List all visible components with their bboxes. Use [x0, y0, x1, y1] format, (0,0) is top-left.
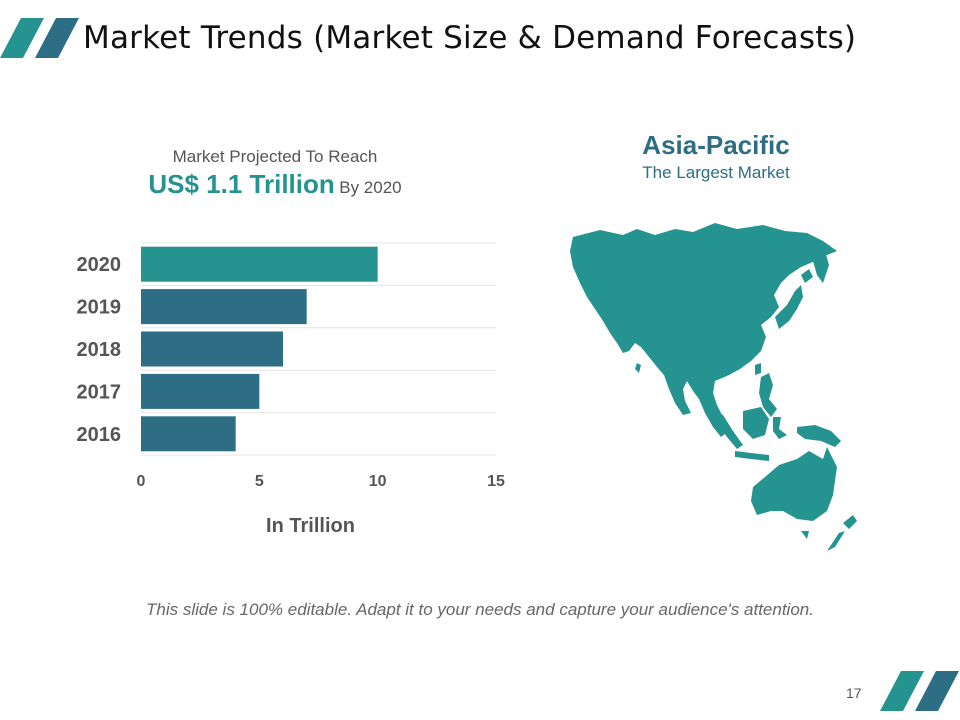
map-region-heading: Asia-Pacific	[642, 130, 790, 160]
x-tick-label: 0	[137, 473, 146, 490]
map-australia	[751, 447, 837, 521]
map-java	[735, 451, 769, 461]
chart-title: US$ 1.1 Trillion By 2020	[140, 169, 410, 200]
map-taiwan	[755, 363, 761, 375]
bar-2016	[141, 416, 236, 452]
map-hokkaido	[801, 269, 813, 283]
map-japan	[775, 285, 803, 329]
chart-subtitle: Market Projected To Reach	[172, 147, 378, 166]
asia-pacific-map	[570, 223, 857, 551]
map-sulawesi	[773, 417, 787, 439]
bar-2019	[141, 289, 307, 325]
map-region-caption: The Largest Market	[642, 163, 790, 182]
map-sri-lanka	[635, 363, 641, 373]
decorative-stripes-top	[0, 18, 79, 58]
category-label: 2020	[77, 254, 122, 276]
x-tick-label: 5	[255, 473, 264, 490]
page-title: Market Trends (Market Size & Demand Fore…	[83, 20, 857, 56]
page-number: 17	[846, 685, 862, 701]
category-label: 2016	[77, 424, 122, 446]
bar-2020	[141, 246, 378, 282]
chart-title-suffix: By 2020	[339, 178, 402, 197]
x-tick-label: 10	[369, 473, 387, 490]
map-tasmania	[801, 531, 809, 539]
category-label: 2017	[77, 381, 122, 403]
category-label: 2018	[77, 339, 122, 361]
bar-chart: 2020 2019 2018 2017 2016 0 5 10 15 In Trillion	[77, 242, 505, 537]
map-new-zealand	[827, 515, 857, 551]
map-kamchatka	[811, 245, 829, 283]
map-landmass	[570, 223, 857, 551]
map-new-guinea	[797, 425, 841, 447]
decorative-stripes-bottom	[880, 671, 959, 711]
chart-title-highlight: US$ 1.1 Trillion	[148, 169, 335, 199]
bar-2017	[141, 373, 260, 409]
footer-note: This slide is 100% editable. Adapt it to…	[146, 600, 814, 619]
map-borneo	[743, 407, 769, 439]
bar-2018	[141, 331, 283, 367]
map-title: Asia-Pacific The Largest Market	[600, 130, 832, 183]
category-label: 2019	[77, 297, 122, 319]
map-philippines	[759, 373, 777, 417]
x-tick-label: 15	[487, 473, 505, 490]
map-asia-mainland	[570, 223, 837, 437]
map-sumatra	[715, 411, 743, 449]
chart-heading: Market Projected To Reach US$ 1.1 Trilli…	[140, 147, 410, 200]
x-axis-label: In Trillion	[266, 515, 355, 537]
